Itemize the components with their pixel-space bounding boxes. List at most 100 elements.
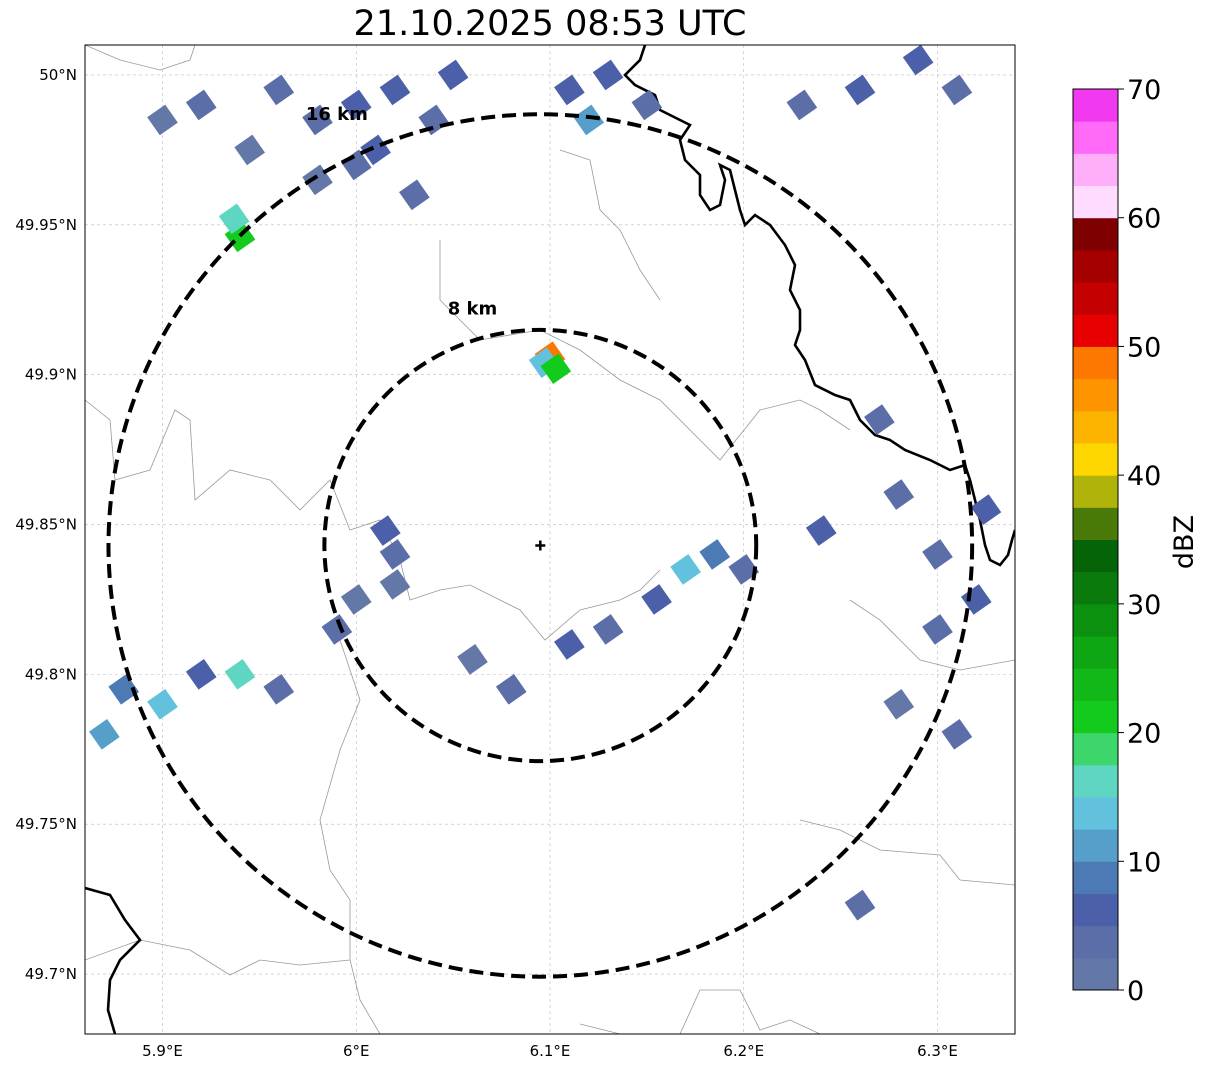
municipal-boundary bbox=[579, 1023, 621, 1034]
echo-cell bbox=[592, 59, 624, 91]
colorbar-segment bbox=[1073, 282, 1118, 315]
municipal-boundary bbox=[849, 599, 1015, 671]
longitude-tick-label: 5.9°E bbox=[142, 1042, 183, 1060]
echo-cell bbox=[399, 179, 430, 211]
latitude-tick-label: 50°N bbox=[39, 66, 77, 84]
echo-cell bbox=[321, 614, 353, 645]
echo-cell bbox=[554, 629, 585, 660]
radar-site-marker bbox=[535, 540, 546, 551]
colorbar-segment bbox=[1073, 314, 1118, 347]
range-ring-label: 8 km bbox=[448, 299, 498, 320]
longitude-tick-label: 6.2°E bbox=[723, 1042, 764, 1060]
echo-cell bbox=[147, 104, 178, 136]
colorbar-tick-label: 70 bbox=[1127, 75, 1161, 106]
colorbar-segment bbox=[1073, 378, 1118, 412]
echo-cell bbox=[379, 569, 411, 600]
range-ring-labels: 8 km 16 km bbox=[306, 104, 497, 320]
colorbar-segment bbox=[1073, 507, 1118, 540]
municipal-boundary bbox=[319, 639, 381, 1034]
colorbar-label: dBZ bbox=[1169, 515, 1200, 569]
municipal-boundary bbox=[85, 399, 661, 641]
echo-cell bbox=[573, 104, 605, 136]
echo-cell bbox=[554, 74, 585, 106]
colorbar-segment bbox=[1073, 829, 1118, 862]
echo-cell bbox=[185, 89, 217, 121]
range-rings bbox=[106, 112, 975, 979]
colorbar-segment bbox=[1073, 636, 1118, 669]
colorbar-segment bbox=[1073, 185, 1118, 219]
colorbar-frame bbox=[1072, 88, 1119, 991]
echo-cell bbox=[457, 644, 488, 675]
longitude-axis: 5.9°E 6°E 6.1°E 6.2°E 6.3°E bbox=[142, 1042, 958, 1060]
colorbar-segment bbox=[1073, 442, 1118, 476]
colorbar-segment bbox=[1073, 249, 1118, 283]
colorbar-segment bbox=[1073, 217, 1118, 251]
colorbar-segment bbox=[1073, 571, 1118, 605]
echo-cell bbox=[844, 889, 876, 921]
colorbar-segment bbox=[1073, 893, 1118, 927]
echo-cell bbox=[302, 104, 333, 136]
colorbar-segment bbox=[1073, 861, 1118, 894]
echo-cell bbox=[922, 614, 953, 645]
latitude-tick-label: 49.95°N bbox=[15, 216, 77, 234]
colorbar-segment bbox=[1073, 89, 1118, 122]
echo-cell bbox=[902, 45, 934, 76]
longitude-tick-label: 6°E bbox=[343, 1042, 370, 1060]
municipal-boundary bbox=[85, 45, 196, 71]
echo-cell bbox=[437, 59, 469, 91]
echo-cell bbox=[379, 74, 411, 106]
colorbar-segment bbox=[1073, 346, 1118, 380]
range-ring bbox=[106, 112, 975, 979]
echo-cell bbox=[699, 539, 731, 570]
echo-cell bbox=[224, 659, 256, 690]
colorbar-tick-label: 40 bbox=[1127, 461, 1161, 492]
echo-cell bbox=[864, 404, 895, 435]
echo-cell bbox=[941, 718, 973, 750]
administrative-borders bbox=[85, 45, 1015, 1034]
colorbar-segment bbox=[1073, 121, 1118, 154]
colorbar-segment bbox=[1073, 153, 1118, 187]
echo-cell bbox=[379, 539, 411, 570]
colorbar-tick-label: 50 bbox=[1127, 332, 1161, 363]
colorbar-segment bbox=[1073, 925, 1118, 959]
echo-cell bbox=[941, 74, 973, 106]
map-title: 21.10.2025 08:53 UTC bbox=[353, 4, 747, 44]
echo-cell bbox=[670, 554, 701, 585]
echo-cell bbox=[234, 134, 266, 166]
colorbar-tick-label: 0 bbox=[1127, 976, 1144, 1007]
echo-cell bbox=[805, 515, 837, 546]
echo-cell bbox=[218, 203, 250, 235]
colorbar-segment bbox=[1073, 668, 1118, 701]
echo-cell bbox=[108, 674, 140, 705]
colorbar-tick-label: 10 bbox=[1127, 847, 1161, 878]
echo-cell bbox=[540, 353, 572, 384]
colorbar-segment bbox=[1073, 957, 1118, 991]
echo-cell bbox=[147, 689, 178, 720]
latitude-axis: 50°N 49.95°N 49.9°N 49.85°N 49.8°N 49.75°N 49.… bbox=[15, 66, 77, 983]
echo-cell bbox=[883, 479, 915, 510]
colorbar-segment bbox=[1073, 796, 1118, 830]
echo-cell bbox=[369, 515, 401, 546]
longitude-tick-label: 6.3°E bbox=[917, 1042, 958, 1060]
colorbar-tick-label: 60 bbox=[1127, 204, 1161, 235]
colorbar-segment bbox=[1073, 764, 1118, 798]
echo-cell bbox=[263, 674, 295, 705]
municipal-boundary bbox=[559, 149, 661, 301]
echo-cell bbox=[89, 718, 120, 750]
municipal-boundary bbox=[679, 989, 821, 1034]
latitude-tick-label: 49.85°N bbox=[15, 516, 77, 534]
range-ring bbox=[322, 327, 759, 764]
echo-cell bbox=[883, 689, 915, 720]
colorbar-tick-label: 30 bbox=[1127, 590, 1161, 621]
latitude-tick-label: 49.8°N bbox=[25, 665, 77, 683]
colorbar-segment bbox=[1073, 539, 1118, 573]
municipal-boundary bbox=[439, 240, 851, 461]
echo-cell bbox=[922, 539, 953, 570]
echo-cell bbox=[592, 614, 624, 645]
latitude-tick-label: 49.7°N bbox=[25, 965, 77, 983]
echo-cell bbox=[641, 584, 672, 615]
longitude-tick-label: 6.1°E bbox=[530, 1042, 571, 1060]
national-border bbox=[85, 886, 142, 1034]
echo-cell bbox=[340, 89, 372, 121]
